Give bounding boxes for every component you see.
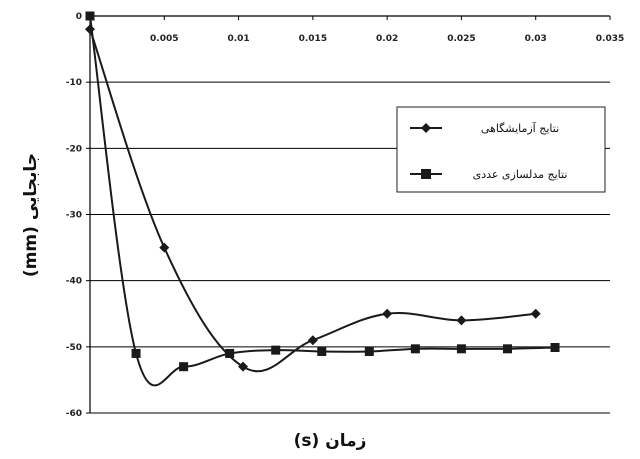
x-axis-title: زمان (s) [294, 431, 367, 451]
data-point-square [410, 344, 420, 354]
x-tick-label: 0.015 [299, 34, 327, 44]
data-point-square [271, 345, 281, 355]
data-point-diamond [159, 242, 170, 253]
legend: نتایج آزمایشگاهی نتایج مدلسازی عددی [396, 106, 606, 193]
axis-layer: 0 -10 -20 -30 -40 -50 -60 0.005 0.01 0.015 0.02 0.0… [66, 12, 625, 419]
data-point-square [364, 346, 374, 356]
data-point-square [85, 11, 95, 21]
data-point-square [179, 362, 189, 372]
series-line-numerical [89, 15, 556, 387]
y-tick-label: -40 [66, 277, 82, 287]
x-tick-label: 0.03 [525, 34, 547, 44]
data-point-diamond [530, 308, 541, 319]
legend-entry-numerical: نتایج مدلسازی عددی [410, 168, 567, 181]
data-point-diamond [238, 361, 249, 372]
data-point-diamond [382, 308, 393, 319]
legend-entry-experimental: نتایج آزمایشگاهی [410, 121, 559, 135]
x-tick-label: 0.025 [447, 34, 475, 44]
y-tick-label: -30 [66, 211, 82, 221]
series-line-experimental [89, 28, 536, 373]
y-tick-label: -20 [66, 144, 82, 154]
data-point-diamond [307, 335, 318, 346]
legend-box [396, 106, 606, 193]
y-tick-label: -60 [66, 409, 82, 419]
x-tick-label: 0.035 [596, 34, 624, 44]
series-layer [85, 11, 560, 387]
data-point-square [456, 344, 466, 354]
legend-diamond-marker [421, 123, 431, 133]
y-tick-label: -10 [66, 78, 82, 88]
x-tick-label: 0.02 [376, 34, 398, 44]
data-point-square [131, 348, 141, 358]
legend-square-marker [421, 169, 431, 179]
data-point-diamond [85, 24, 95, 35]
data-point-diamond [456, 315, 467, 326]
legend-label-experimental: نتایج آزمایشگاهی [481, 121, 559, 135]
y-tick-label: 0 [76, 12, 82, 22]
data-point-square [317, 346, 327, 356]
data-point-square [502, 344, 512, 354]
legend-label-numerical: نتایج مدلسازی عددی [473, 168, 568, 181]
data-point-square [225, 348, 235, 358]
grid-layer [90, 81, 610, 414]
data-point-square [550, 342, 560, 352]
y-axis-title: جابجایی (mm) [21, 153, 41, 277]
x-tick-label: 0.005 [150, 34, 178, 44]
x-tick-label: 0.01 [227, 34, 249, 44]
y-tick-label: -50 [66, 343, 82, 353]
